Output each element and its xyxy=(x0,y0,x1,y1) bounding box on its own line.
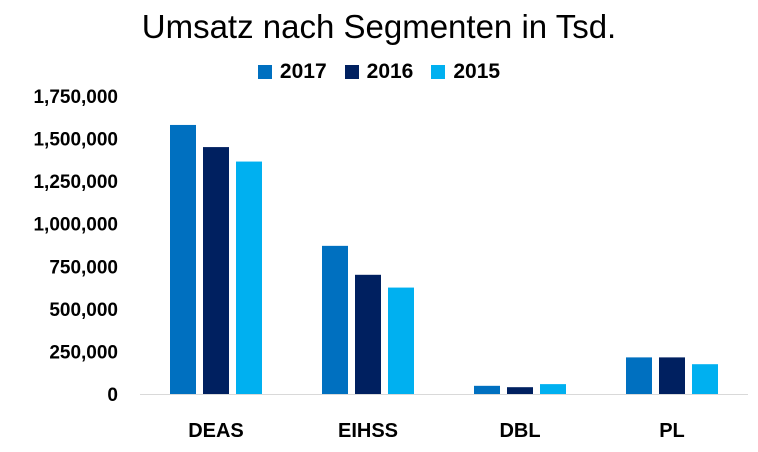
y-tick-label: 750,000 xyxy=(49,257,118,278)
bar-2015-pl xyxy=(692,364,718,394)
legend-item-2017: 2017 xyxy=(257,60,327,84)
y-tick-label: 1,750,000 xyxy=(33,87,118,108)
legend-swatch-2017 xyxy=(257,65,272,79)
bar-2017-dbl xyxy=(474,385,500,394)
x-tick-label: EIHSS xyxy=(338,420,398,442)
legend-item-2015: 2015 xyxy=(431,60,500,84)
legend-label-2015: 2015 xyxy=(453,60,501,83)
legend-swatch-2016 xyxy=(344,65,359,79)
legend-item-2016: 2016 xyxy=(344,60,414,84)
x-tick-label: PL xyxy=(659,420,685,442)
y-tick-label: 1,500,000 xyxy=(33,130,118,151)
bar-2015-eihss xyxy=(388,287,414,394)
bar-2016-deas xyxy=(203,147,229,394)
legend: 2017 2016 2015 xyxy=(0,60,758,84)
bar-2016-eihss xyxy=(355,274,381,394)
y-tick-label: 250,000 xyxy=(49,342,118,363)
bar-2017-pl xyxy=(626,357,652,394)
legend-label-2016: 2016 xyxy=(366,60,414,83)
bar-2015-dbl xyxy=(540,384,566,394)
chart-title: Umsatz nach Segmenten in Tsd. xyxy=(141,8,617,45)
bar-2016-pl xyxy=(659,357,685,394)
x-tick-label: DEAS xyxy=(188,420,244,442)
bar-2017-deas xyxy=(170,124,196,394)
y-tick-label: 1,250,000 xyxy=(33,172,118,193)
bar-2016-dbl xyxy=(507,387,533,394)
y-tick-label: 500,000 xyxy=(49,300,118,321)
y-tick-label: 1,000,000 xyxy=(33,215,118,236)
legend-swatch-2015 xyxy=(431,65,446,79)
x-tick-label: DBL xyxy=(499,420,540,442)
bar-2017-eihss xyxy=(322,245,348,394)
y-tick-label: 0 xyxy=(107,385,118,406)
legend-label-2017: 2017 xyxy=(279,60,327,83)
bar-2015-deas xyxy=(236,161,262,394)
